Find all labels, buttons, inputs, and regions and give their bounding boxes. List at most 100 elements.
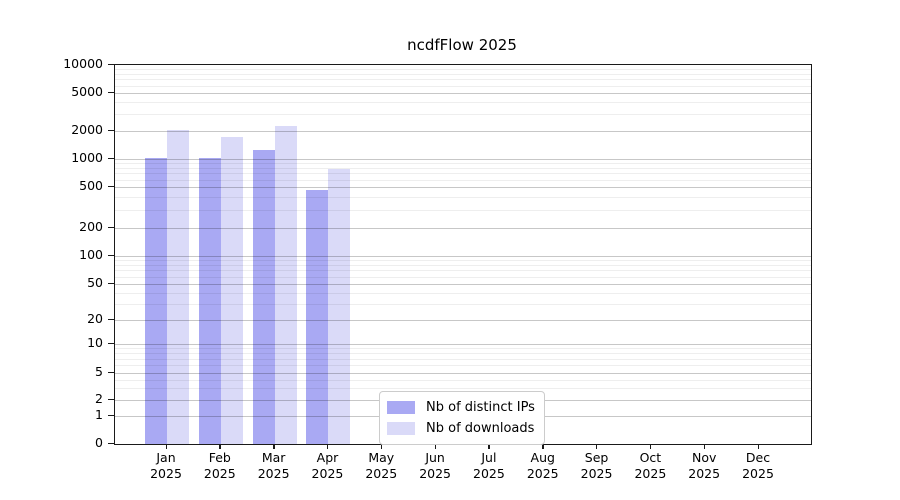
minor-gridline <box>115 69 811 71</box>
x-tick-label-nov: Nov 2025 <box>688 450 721 481</box>
legend-swatch-downloads <box>387 422 415 435</box>
minor-gridline <box>115 209 811 211</box>
x-tick-label-oct: Oct 2025 <box>634 450 667 481</box>
x-tick-mark <box>757 444 759 449</box>
y-tick-mark <box>108 91 114 93</box>
bar-distinct-ips-jan <box>145 157 167 444</box>
y-tick-mark <box>108 371 114 373</box>
legend: Nb of distinct IPs Nb of downloads <box>379 391 545 445</box>
legend-label: Nb of downloads <box>426 421 535 436</box>
y-tick-mark <box>108 342 114 344</box>
y-tick-mark <box>108 282 114 284</box>
minor-gridline <box>115 260 811 262</box>
minor-gridline <box>115 348 811 350</box>
legend-label: Nb of distinct IPs <box>426 400 535 415</box>
x-tick-label-sep: Sep 2025 <box>580 450 613 481</box>
y-tick-label: 1000 <box>71 150 103 165</box>
major-gridline <box>115 284 811 285</box>
major-gridline <box>115 187 811 188</box>
y-tick-label: 20 <box>87 311 103 326</box>
major-gridline <box>115 373 811 374</box>
legend-entry-distinct-ips: Nb of distinct IPs <box>387 397 535 418</box>
y-tick-mark <box>108 318 114 320</box>
minor-gridline <box>115 74 811 75</box>
y-tick-label: 0 <box>95 435 103 450</box>
y-tick-mark <box>108 226 114 228</box>
x-tick-label-may: May 2025 <box>365 450 398 481</box>
legend-swatch-distinct-ips <box>387 401 415 414</box>
y-tick-mark <box>108 157 114 159</box>
legend-entry-downloads: Nb of downloads <box>387 418 535 439</box>
plot-area <box>114 64 812 445</box>
y-tick-label: 10 <box>87 335 103 350</box>
y-tick-label: 500 <box>79 178 103 193</box>
x-tick-mark <box>649 444 652 449</box>
x-tick-mark <box>326 444 329 449</box>
y-tick-mark <box>108 414 114 416</box>
x-tick-mark <box>380 444 383 449</box>
y-tick-mark <box>108 442 114 444</box>
minor-gridline <box>115 168 811 169</box>
minor-gridline <box>115 85 811 87</box>
x-tick-mark <box>219 444 221 449</box>
bar-downloads-mar <box>274 125 297 444</box>
x-tick-label-jul: Jul 2025 <box>473 450 505 481</box>
y-tick-label: 10000 <box>63 56 103 71</box>
x-tick-mark <box>542 444 544 449</box>
x-tick-label-feb: Feb 2025 <box>203 450 236 481</box>
minor-gridline <box>115 79 811 81</box>
y-tick-label: 5000 <box>71 84 103 99</box>
x-tick-mark <box>488 444 490 449</box>
y-tick-label: 1 <box>95 407 103 422</box>
y-tick-mark <box>108 398 114 400</box>
minor-gridline <box>115 292 811 294</box>
minor-gridline <box>115 388 811 390</box>
y-tick-label: 100 <box>79 247 103 262</box>
major-gridline <box>115 93 811 94</box>
y-tick-label: 5 <box>95 364 103 379</box>
x-tick-label-apr: Apr 2025 <box>311 450 344 481</box>
y-tick-mark <box>108 185 114 187</box>
minor-gridline <box>115 379 811 381</box>
y-tick-mark <box>108 129 114 131</box>
bar-downloads-feb <box>220 137 243 444</box>
y-tick-label: 50 <box>87 275 103 290</box>
major-gridline <box>115 228 811 229</box>
minor-gridline <box>115 102 811 104</box>
minor-gridline <box>115 353 811 355</box>
x-tick-mark <box>273 444 275 449</box>
x-tick-label-jan: Jan 2025 <box>150 450 182 481</box>
x-tick-mark <box>703 444 706 449</box>
minor-gridline <box>115 179 811 181</box>
major-gridline <box>115 256 811 257</box>
x-tick-label-jun: Jun 2025 <box>419 450 451 481</box>
bar-distinct-ips-mar <box>252 150 275 444</box>
y-tick-label: 200 <box>79 219 103 234</box>
y-tick-mark <box>108 254 114 256</box>
minor-gridline <box>115 365 811 367</box>
bar-downloads-apr <box>328 169 351 444</box>
minor-gridline <box>115 304 811 306</box>
x-tick-label-dec: Dec 2025 <box>742 450 774 481</box>
y-tick-label: 2000 <box>71 122 103 137</box>
major-gridline <box>115 131 811 132</box>
x-tick-label-mar: Mar 2025 <box>257 450 290 481</box>
minor-gridline <box>115 265 811 266</box>
y-tick-mark <box>108 63 114 65</box>
minor-gridline <box>115 173 811 175</box>
minor-gridline <box>115 163 811 165</box>
bar-downloads-jan <box>167 129 189 444</box>
major-gridline <box>115 344 811 345</box>
minor-gridline <box>115 196 811 198</box>
major-gridline <box>115 159 811 160</box>
x-tick-label-aug: Aug 2025 <box>526 450 559 481</box>
x-tick-mark <box>165 444 167 449</box>
minor-gridline <box>115 270 811 272</box>
chart-title: ncdfFlow 2025 <box>407 36 517 54</box>
bar-distinct-ips-apr <box>306 189 329 444</box>
minor-gridline <box>115 358 811 360</box>
minor-gridline <box>115 114 811 116</box>
y-tick-label: 2 <box>95 391 103 406</box>
minor-gridline <box>115 276 811 278</box>
